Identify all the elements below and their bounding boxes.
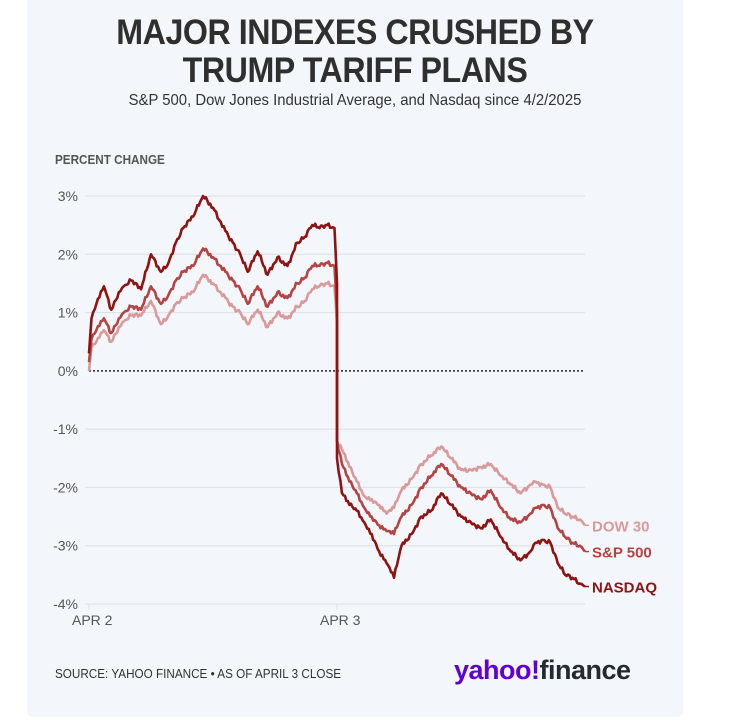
chart-card: MAJOR INDEXES CRUSHED BY TRUMP TARIFF PL… [27,0,683,717]
chart-subtitle: S&P 500, Dow Jones Industrial Average, a… [128,92,582,109]
series-line-nasdaq [87,194,586,588]
logo-finance: finance [539,655,632,685]
series-label-s-p-500: S&P 500 [592,545,652,562]
y-tick-labels: 3% 2% 1% 0% -1% -2% -3% -4% [53,188,78,612]
logo-yahoo: yahoo! [454,655,540,685]
yahoo-finance-logo: yahoo!finance [454,655,631,686]
series-lines [87,194,586,588]
y-axis-title: PERCENT CHANGE [55,152,165,167]
x-tick-labels: APR 2 APR 3 [72,604,361,628]
series-label-dow-30: DOW 30 [592,518,650,535]
y-tick-label: 2% [58,246,78,262]
y-tick-label: 0% [58,363,78,379]
y-tick-label: -3% [53,538,78,554]
x-tick-label: APR 2 [72,612,113,628]
x-tick-label: APR 3 [320,612,361,628]
series-labels: DOW 30 S&P 500 NASDAQ [585,518,657,597]
chart-title: MAJOR INDEXES CRUSHED BY TRUMP TARIFF PL… [53,14,657,90]
y-tick-label: -2% [53,479,78,495]
source-note: SOURCE: YAHOO FINANCE • AS OF APRIL 3 CL… [55,666,342,681]
y-tick-label: -1% [53,421,78,437]
y-tick-label: -4% [53,596,78,612]
y-tick-label: 1% [58,305,78,321]
chart-title-line2: TRUMP TARIFF PLANS [182,51,528,90]
series-label-nasdaq: NASDAQ [592,580,657,597]
chart-title-line1: MAJOR INDEXES CRUSHED BY [116,13,594,52]
y-tick-label: 3% [58,188,78,204]
